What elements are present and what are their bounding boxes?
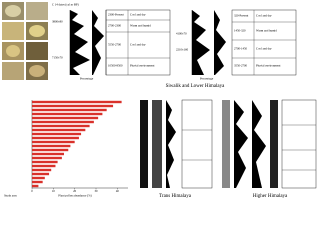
higher-diagram bbox=[222, 99, 317, 189]
bar bbox=[32, 100, 122, 104]
caption: Higher Himalaya bbox=[253, 194, 288, 199]
zone-age: 2700-1450 bbox=[234, 47, 247, 51]
zone-age: 5550-2700 bbox=[108, 43, 121, 47]
zone-age: 320-Present bbox=[234, 14, 248, 18]
caption: Trans Himalaya bbox=[159, 194, 192, 199]
zone-climate: Cool and dry bbox=[256, 47, 272, 51]
caption: Study area bbox=[4, 194, 17, 198]
x-label: Percentage bbox=[80, 77, 94, 81]
x-tick-label: 0 bbox=[31, 189, 33, 193]
date-label: 2210±160 bbox=[176, 48, 189, 52]
bar bbox=[32, 116, 99, 120]
zone-climate: Warm and humid bbox=[130, 24, 151, 28]
date-label: 3800±80 bbox=[52, 20, 63, 24]
pollen-diagram-a: C 14 dates (cal yr BP) 3800±80 7150±70 2… bbox=[52, 3, 171, 81]
bar bbox=[32, 180, 43, 184]
zone-climate: Cool and dry bbox=[130, 13, 146, 17]
zone-age: 2300-Present bbox=[108, 13, 124, 17]
zone-climate: Cool and dry bbox=[130, 43, 146, 47]
bar bbox=[32, 104, 114, 108]
date-label: 4100±70 bbox=[176, 32, 187, 36]
caption: Siwalik and Lower Himalaya bbox=[166, 84, 226, 89]
x-tick-label: 10 bbox=[52, 189, 56, 193]
bar bbox=[32, 176, 45, 180]
bar bbox=[32, 128, 86, 132]
bar bbox=[32, 112, 103, 116]
x-tick-label: 30 bbox=[95, 189, 99, 193]
dates-title: C 14 dates (cal yr BP) bbox=[52, 3, 79, 7]
zone-climate: Warm and humid bbox=[256, 29, 277, 33]
zone-climate: Pluvial environment bbox=[256, 64, 281, 68]
bar bbox=[32, 168, 52, 172]
zone-climate: Cool and dry bbox=[256, 14, 272, 18]
x-label: Plant pollen abundance (%) bbox=[58, 194, 91, 198]
zone-age: 2700-2300 bbox=[108, 24, 121, 28]
zone-age: 3550-2700 bbox=[234, 64, 247, 68]
zone-age: 10500-8500 bbox=[108, 64, 123, 68]
bar bbox=[32, 148, 69, 152]
date-label: 7150±70 bbox=[52, 56, 63, 60]
bar-chart: 0 10 20 30 40 bbox=[31, 100, 128, 193]
pollen-photos bbox=[2, 2, 48, 80]
figure: C 14 dates (cal yr BP) 3800±80 7150±70 2… bbox=[2, 2, 317, 199]
trans-diagram bbox=[140, 99, 213, 189]
bar bbox=[32, 108, 107, 112]
bar bbox=[32, 132, 82, 136]
zone-age: 1450-320 bbox=[234, 29, 246, 33]
bar bbox=[32, 160, 58, 164]
x-tick-label: 20 bbox=[73, 189, 77, 193]
bar bbox=[32, 140, 75, 144]
bar bbox=[32, 120, 94, 124]
pollen-diagram-b: 4100±70 2210±160 320-Present Cool and dr… bbox=[176, 9, 297, 81]
zone-climate: Pluvial environment bbox=[130, 64, 155, 68]
bar bbox=[32, 184, 39, 188]
bar bbox=[32, 152, 64, 156]
x-tick-label: 40 bbox=[116, 189, 120, 193]
bar bbox=[32, 144, 71, 148]
bar bbox=[32, 164, 56, 168]
bar bbox=[32, 156, 62, 160]
bar bbox=[32, 124, 90, 128]
x-label: Percentage bbox=[200, 77, 214, 81]
bar bbox=[32, 136, 79, 140]
bar bbox=[32, 172, 50, 176]
